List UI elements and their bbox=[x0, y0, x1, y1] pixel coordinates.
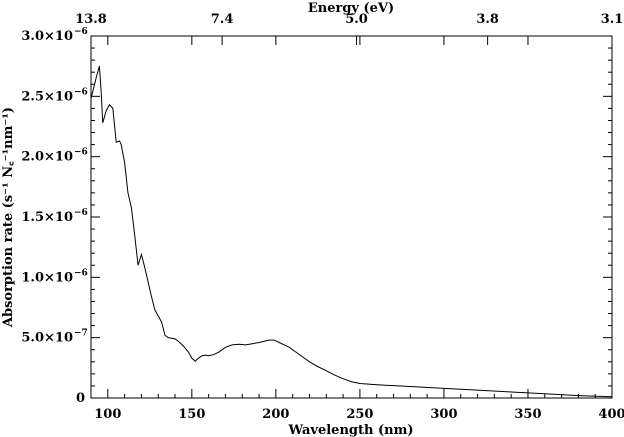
x-tick-label: 200 bbox=[262, 407, 289, 422]
y-axis-title: Absorption rate (s⁻¹ N꜀⁻¹nm⁻¹) bbox=[1, 107, 16, 328]
y-tick-label: 3.0×10 bbox=[21, 29, 73, 44]
x-tick-label: 350 bbox=[514, 407, 541, 422]
y-tick-label: 5.0×10 bbox=[21, 331, 73, 346]
y-tick-exponent: −6 bbox=[74, 27, 88, 37]
top-tick-label: 5.0 bbox=[345, 12, 368, 27]
x-tick-label: 250 bbox=[346, 407, 373, 422]
top-tick-label: 3.8 bbox=[476, 12, 499, 27]
top-axis-title: Energy (eV) bbox=[308, 1, 394, 16]
y-tick-label: 1.0×10 bbox=[21, 270, 73, 285]
tick-marks bbox=[90, 35, 613, 399]
y-tick-exponent: −6 bbox=[74, 208, 88, 218]
plot-frame bbox=[90, 35, 613, 399]
y-tick-exponent: −6 bbox=[74, 268, 88, 278]
y-tick-label: 0 bbox=[76, 391, 85, 406]
top-tick-label: 7.4 bbox=[211, 12, 234, 27]
absorption-series-line bbox=[90, 66, 613, 398]
y-tick-label: 1.5×10 bbox=[21, 210, 73, 225]
y-tick-label: 2.5×10 bbox=[21, 89, 73, 104]
top-tick-label: 3.1 bbox=[601, 12, 624, 27]
x-tick-label: 300 bbox=[430, 407, 457, 422]
x-axis-title: Wavelength (nm) bbox=[288, 423, 414, 437]
x-tick-label: 150 bbox=[178, 407, 205, 422]
y-tick-exponent: −6 bbox=[74, 148, 88, 158]
y-tick-exponent: −6 bbox=[74, 87, 88, 97]
top-tick-label: 13.8 bbox=[75, 12, 107, 27]
x-tick-label: 100 bbox=[94, 407, 121, 422]
y-tick-exponent: −7 bbox=[74, 329, 88, 339]
y-tick-label: 2.0×10 bbox=[21, 150, 73, 165]
x-tick-label: 400 bbox=[598, 407, 624, 422]
